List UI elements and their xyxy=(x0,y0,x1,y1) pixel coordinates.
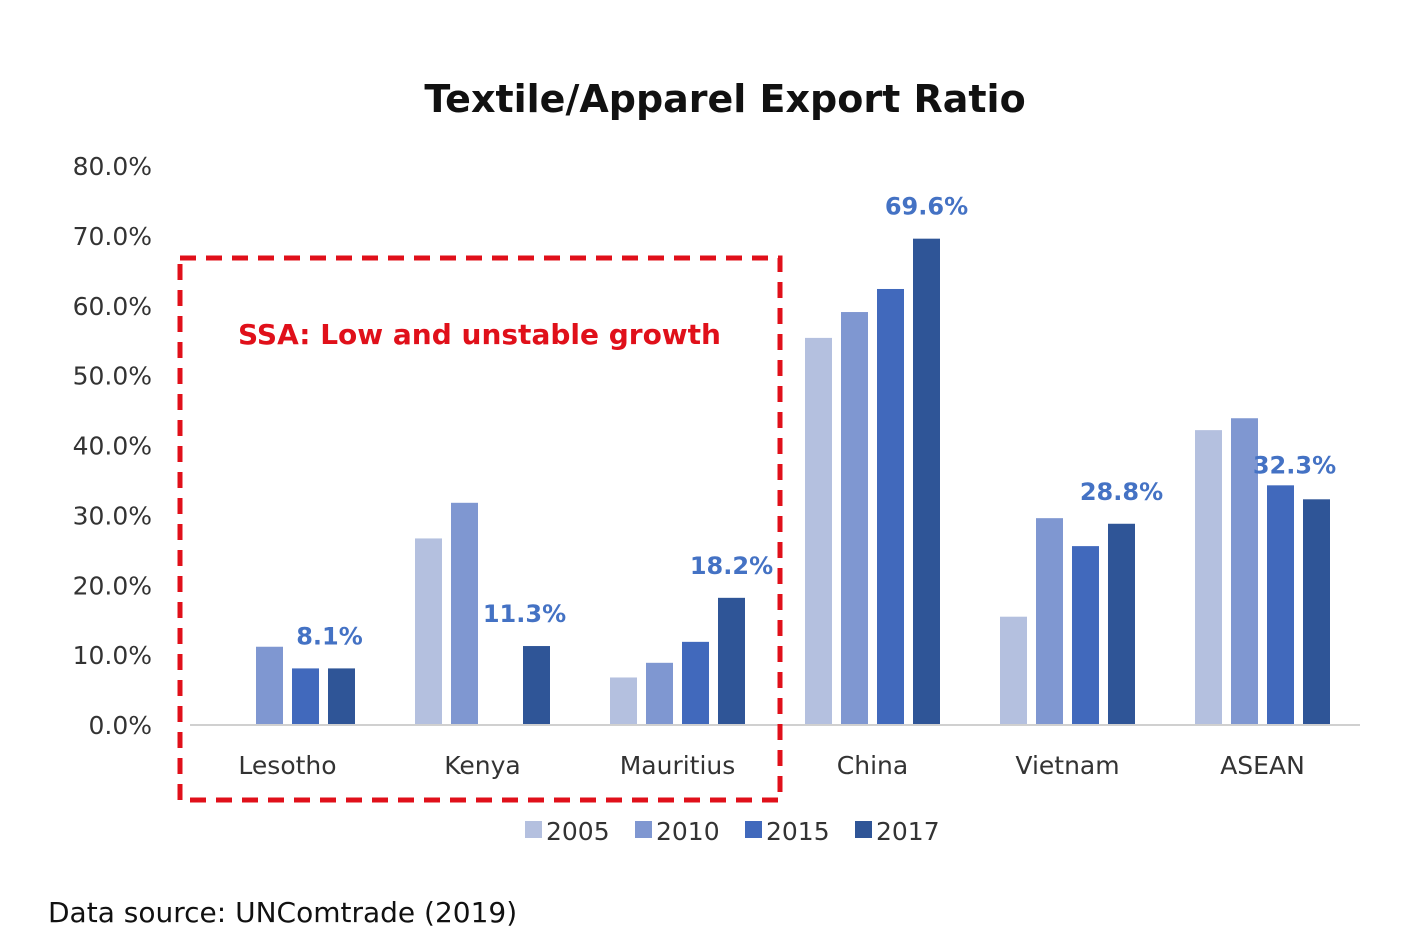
y-tick-label: 80.0% xyxy=(73,152,152,181)
source-note: Data source: UNComtrade (2019) xyxy=(48,896,517,929)
bar-vietnam-2005 xyxy=(1000,616,1027,725)
x-tick-label: Lesotho xyxy=(238,751,336,780)
bar-mauritius-2015 xyxy=(682,641,709,725)
ssa-annotation: SSA: Low and unstable growth xyxy=(238,318,721,351)
y-tick-label: 60.0% xyxy=(73,292,152,321)
bar-mauritius-2010 xyxy=(646,662,673,725)
bars xyxy=(256,238,1330,726)
legend-label-2010: 2010 xyxy=(656,817,720,846)
legend-swatch-2005 xyxy=(525,821,542,838)
x-tick-label: Mauritius xyxy=(620,751,736,780)
legend-swatch-2017 xyxy=(855,821,872,838)
bar-asean-2010 xyxy=(1231,418,1258,725)
bar-lesotho-2015 xyxy=(292,668,319,725)
y-tick-label: 30.0% xyxy=(73,501,152,530)
bar-asean-2017 xyxy=(1303,499,1330,725)
chart-title: Textile/Apparel Export Ratio xyxy=(424,77,1025,121)
data-labels: 8.1% 11.3% 18.2% 69.6% 28.8% 32.3% xyxy=(296,193,1336,651)
bar-vietnam-2017 xyxy=(1108,523,1135,725)
data-label: 69.6% xyxy=(885,193,968,221)
y-axis: 0.0% 10.0% 20.0% 30.0% 40.0% 50.0% 60.0% 70.0% 8… xyxy=(73,152,152,740)
bar-kenya-2017 xyxy=(523,646,550,725)
y-tick-label: 20.0% xyxy=(73,571,152,600)
legend: 2005 2010 2015 2017 xyxy=(525,817,940,846)
bar-china-2010 xyxy=(841,312,868,725)
legend-label-2005: 2005 xyxy=(546,817,610,846)
legend-label-2017: 2017 xyxy=(876,817,940,846)
data-label: 28.8% xyxy=(1080,478,1163,506)
bar-kenya-2005 xyxy=(415,538,442,725)
x-tick-label: Kenya xyxy=(444,751,521,780)
bar-china-2017 xyxy=(913,238,940,726)
x-tick-label: ASEAN xyxy=(1220,751,1305,780)
bar-asean-2015 xyxy=(1267,485,1294,725)
bar-asean-2005 xyxy=(1195,430,1222,725)
bar-lesotho-2017 xyxy=(328,668,355,725)
bar-mauritius-2005 xyxy=(610,677,637,725)
legend-label-2015: 2015 xyxy=(766,817,830,846)
ssa-highlight-box xyxy=(177,255,783,803)
y-tick-label: 70.0% xyxy=(73,222,152,251)
data-label: 32.3% xyxy=(1253,451,1336,479)
bar-lesotho-2010 xyxy=(256,646,283,725)
legend-swatch-2015 xyxy=(745,821,762,838)
y-tick-label: 0.0% xyxy=(88,711,152,740)
legend-swatch-2010 xyxy=(635,821,652,838)
bar-kenya-2010 xyxy=(451,502,478,725)
data-label: 11.3% xyxy=(483,600,566,628)
y-tick-label: 50.0% xyxy=(73,362,152,391)
bar-china-2015 xyxy=(877,288,904,725)
y-tick-label: 10.0% xyxy=(73,641,152,670)
data-label: 8.1% xyxy=(296,622,363,650)
x-tick-label: China xyxy=(837,751,908,780)
bar-vietnam-2015 xyxy=(1072,546,1099,725)
data-label: 18.2% xyxy=(690,552,773,580)
bar-china-2005 xyxy=(805,337,832,725)
bar-vietnam-2010 xyxy=(1036,518,1063,725)
bar-mauritius-2017 xyxy=(718,597,745,725)
x-axis-labels: Lesotho Kenya Mauritius China Vietnam ASEAN xyxy=(238,751,1304,780)
y-tick-label: 40.0% xyxy=(73,432,152,461)
x-tick-label: Vietnam xyxy=(1015,751,1119,780)
